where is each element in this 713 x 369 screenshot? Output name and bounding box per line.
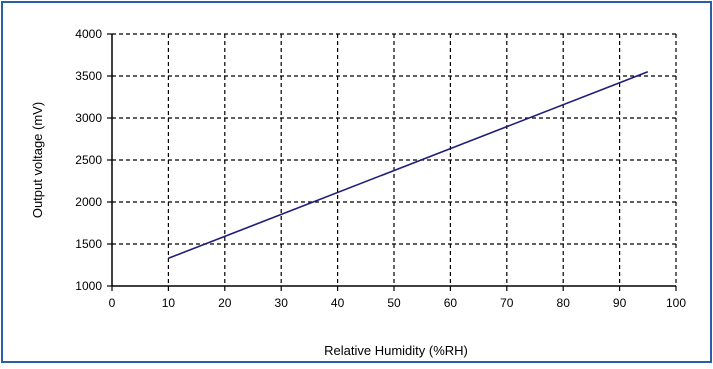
series-line: [168, 71, 649, 260]
x-tick-label: 0: [109, 296, 116, 310]
x-tick-label: 20: [218, 296, 232, 310]
axes: [107, 33, 677, 291]
y-tick-label: 2500: [75, 153, 102, 167]
x-tick-label: 60: [444, 296, 458, 310]
x-tick-label: 70: [500, 296, 514, 310]
y-tick-label: 3500: [75, 69, 102, 83]
gridlines: [112, 33, 677, 286]
y-axis-title: Output voltage (mV): [30, 102, 45, 218]
series-layer: [168, 71, 649, 260]
chart-frame: [1, 1, 712, 363]
y-tick-label: 1500: [75, 237, 102, 251]
x-tick-label: 80: [557, 296, 571, 310]
tick-labels: 0 10 20 30 40 50 60 70 80 90 100 1000 1500 2000 2500 30…: [75, 27, 686, 310]
x-tick-label: 50: [387, 296, 401, 310]
x-tick-label: 10: [162, 296, 176, 310]
x-axis-title: Relative Humidity (%RH): [324, 343, 468, 358]
x-tick-label: 30: [275, 296, 289, 310]
y-tick-label: 2000: [75, 195, 102, 209]
y-tick-label: 1000: [75, 279, 102, 293]
y-tick-label: 4000: [75, 27, 102, 41]
x-tick-label: 90: [613, 296, 627, 310]
y-tick-label: 3000: [75, 111, 102, 125]
x-tick-label: 40: [331, 296, 345, 310]
x-tick-label: 100: [666, 296, 686, 310]
